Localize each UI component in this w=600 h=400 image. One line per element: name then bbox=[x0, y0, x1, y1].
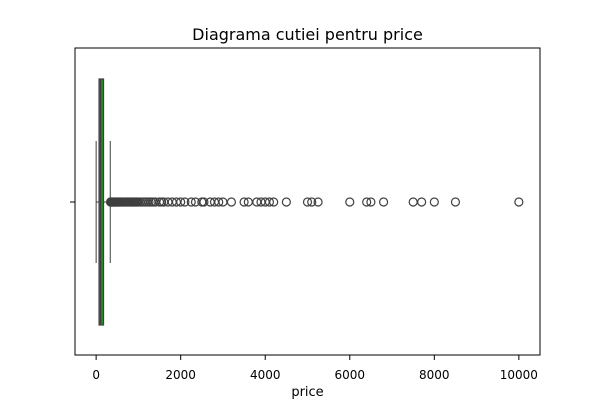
outlier-point bbox=[302, 197, 313, 207]
x-tick-label: 8000 bbox=[419, 368, 450, 382]
outlier-point bbox=[214, 197, 224, 207]
x-axis-label: price bbox=[291, 385, 323, 400]
outlier-point bbox=[408, 197, 418, 207]
outlier-point bbox=[450, 197, 461, 207]
outlier-point bbox=[307, 197, 317, 207]
outlier-point bbox=[281, 197, 291, 207]
box-iqr bbox=[98, 78, 105, 326]
outlier-point bbox=[180, 197, 190, 207]
outlier-point bbox=[362, 197, 372, 207]
x-tick-label: 2000 bbox=[165, 368, 196, 382]
x-axis: 0 2000 4000 6000 8000 10000 bbox=[92, 355, 538, 382]
outlier-point bbox=[269, 197, 279, 207]
outlier-point bbox=[264, 197, 275, 207]
outlier-point bbox=[176, 197, 186, 207]
outlier-point bbox=[226, 197, 237, 207]
outlier-point bbox=[429, 197, 439, 207]
x-tick-label: 10000 bbox=[500, 368, 538, 382]
outlier-point bbox=[514, 197, 524, 207]
x-tick-label: 0 bbox=[92, 368, 100, 382]
outlier-point bbox=[239, 197, 249, 207]
outlier-point bbox=[186, 197, 196, 207]
outlier-point bbox=[366, 197, 376, 207]
plot-area bbox=[95, 78, 524, 326]
outlier-point bbox=[199, 197, 209, 207]
x-tick-label: 6000 bbox=[334, 368, 365, 382]
x-tick-label: 4000 bbox=[250, 368, 281, 382]
chart-title: Diagrama cutiei pentru price bbox=[192, 25, 423, 44]
outlier-point bbox=[417, 197, 427, 207]
outlier-point bbox=[345, 197, 355, 207]
outlier-point bbox=[378, 197, 389, 207]
outlier-point bbox=[313, 197, 323, 207]
